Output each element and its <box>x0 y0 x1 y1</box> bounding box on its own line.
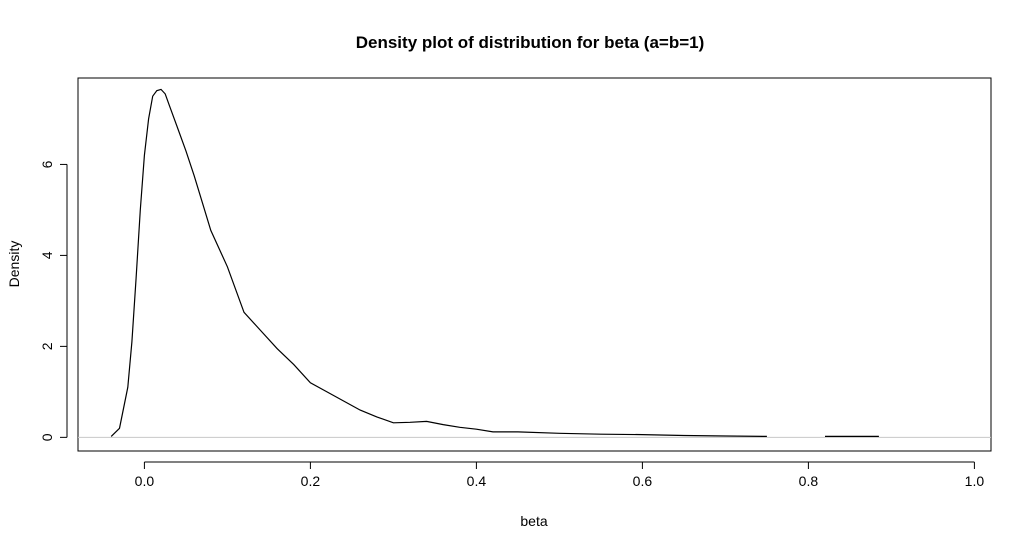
x-tick-label: 0.0 <box>135 473 155 489</box>
plot-frame <box>77 77 992 452</box>
x-tick-label: 0.8 <box>799 473 819 489</box>
x-axis: 0.0 0.2 0.4 0.6 0.8 1.0 <box>135 461 985 489</box>
y-tick-label: 6 <box>39 160 55 168</box>
x-tick-label: 0.6 <box>633 473 653 489</box>
y-axis-label: Density <box>6 241 22 288</box>
x-tick-label: 0.4 <box>467 473 487 489</box>
y-tick-label: 2 <box>39 342 55 350</box>
y-tick-label: 0 <box>39 433 55 441</box>
x-tick-label: 1.0 <box>965 473 985 489</box>
x-tick-label: 0.2 <box>301 473 321 489</box>
chart-title: Density plot of distribution for beta (a… <box>356 33 705 52</box>
y-axis: 0 2 4 6 <box>39 160 68 441</box>
density-line <box>110 88 879 437</box>
y-tick-label: 4 <box>39 251 55 259</box>
x-axis-label: beta <box>520 513 547 529</box>
